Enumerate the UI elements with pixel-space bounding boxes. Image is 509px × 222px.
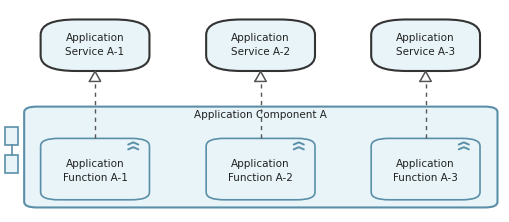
FancyBboxPatch shape <box>371 138 480 200</box>
Text: Application
Function A-1: Application Function A-1 <box>63 159 127 183</box>
Bar <box>5 127 18 145</box>
Text: Application
Service A-2: Application Service A-2 <box>231 33 290 57</box>
Polygon shape <box>90 71 101 81</box>
Text: Application Component A: Application Component A <box>194 110 327 120</box>
Polygon shape <box>255 71 266 81</box>
Bar <box>5 155 18 173</box>
Polygon shape <box>420 71 431 81</box>
Text: Application
Service A-3: Application Service A-3 <box>396 33 455 57</box>
FancyBboxPatch shape <box>41 138 150 200</box>
Text: Application
Function A-3: Application Function A-3 <box>393 159 458 183</box>
FancyBboxPatch shape <box>371 20 480 71</box>
FancyBboxPatch shape <box>41 20 150 71</box>
FancyBboxPatch shape <box>24 107 497 207</box>
FancyBboxPatch shape <box>206 20 315 71</box>
Text: Application
Function A-2: Application Function A-2 <box>228 159 293 183</box>
Text: Application
Service A-1: Application Service A-1 <box>66 33 125 57</box>
FancyBboxPatch shape <box>206 138 315 200</box>
